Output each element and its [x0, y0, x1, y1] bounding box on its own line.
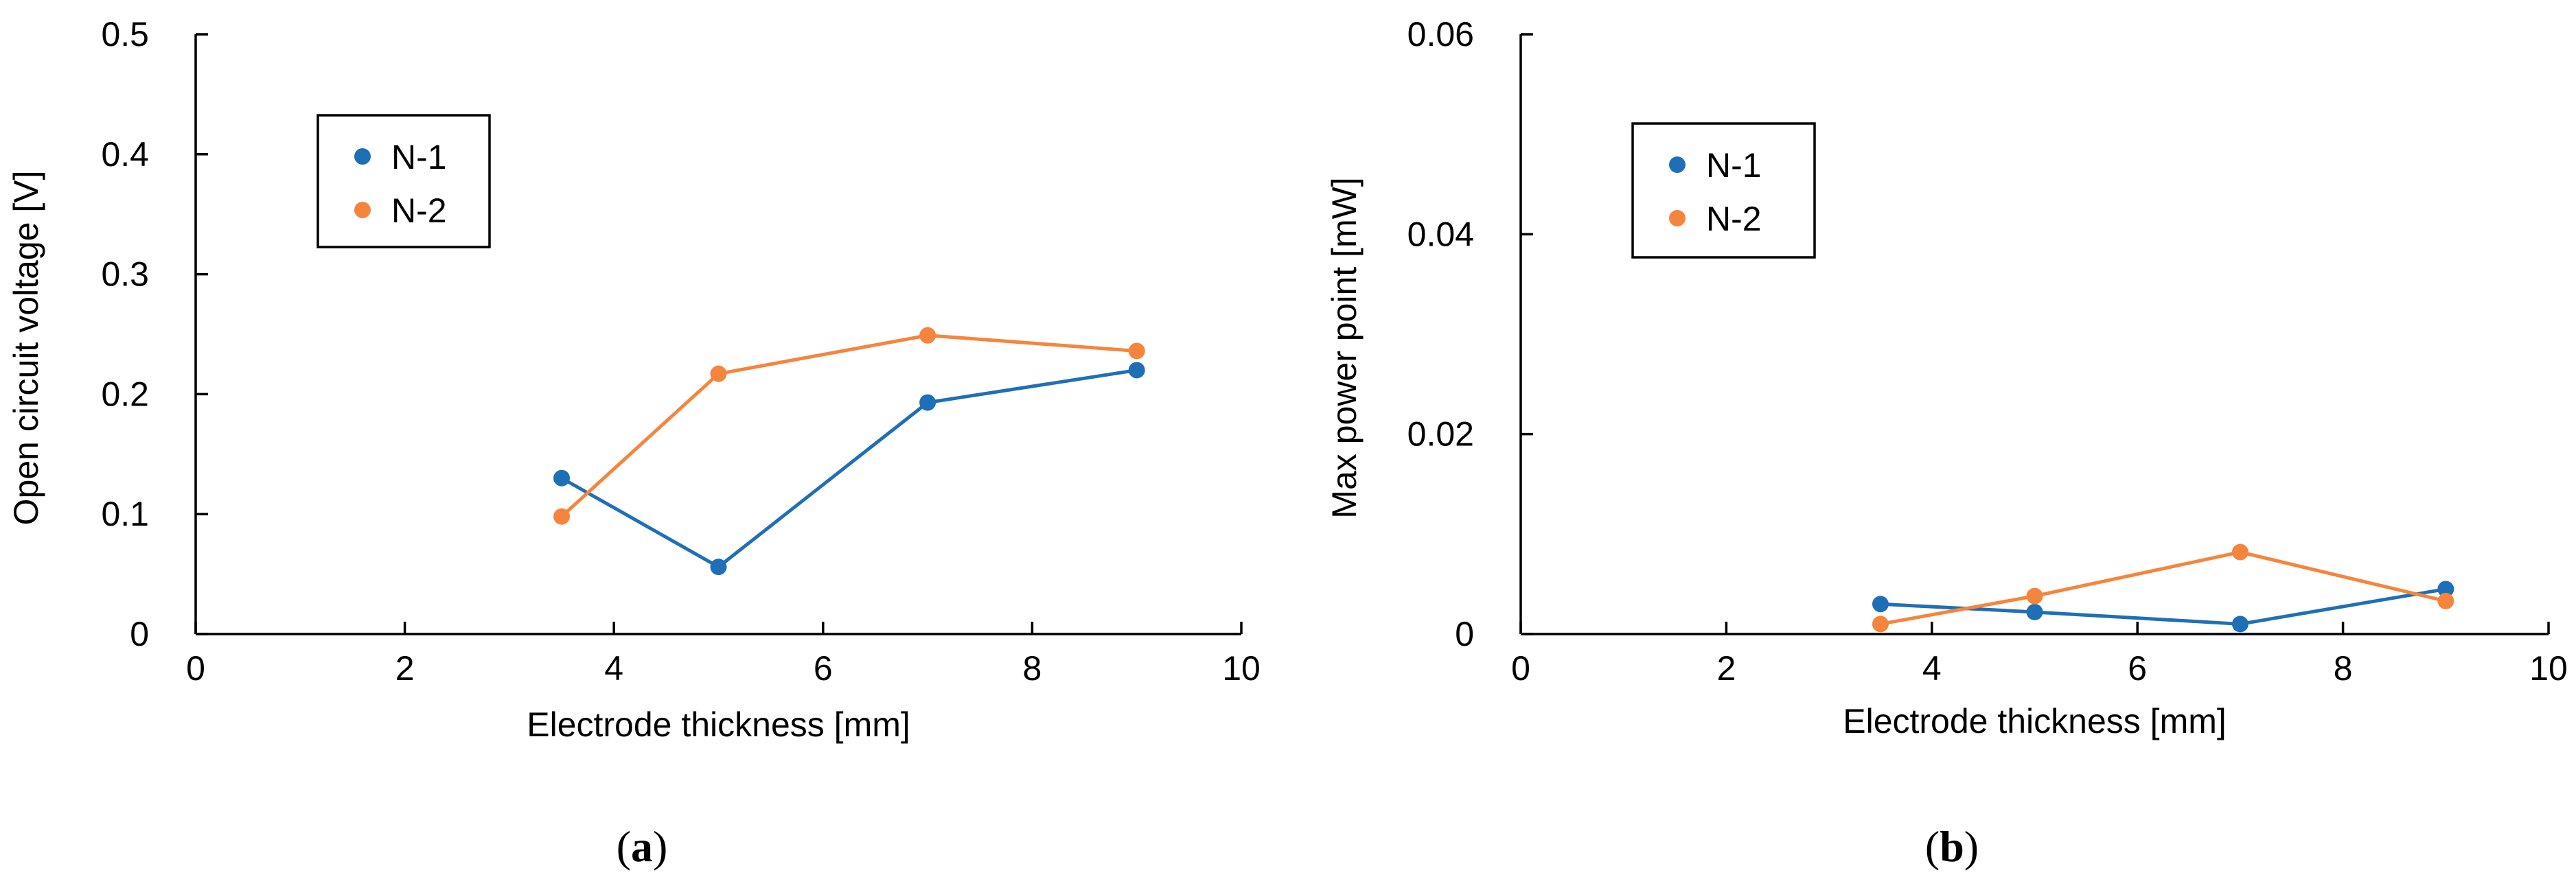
caption-letter: a: [631, 822, 653, 871]
caption-letter: b: [1940, 822, 1964, 871]
panel-b: 0 0.02 0.04 0.06 0 2 4 6 8 10 Electrode thickness …: [1325, 15, 2568, 871]
data-point-n-2: [1128, 342, 1145, 360]
caption-paren-close: ): [1964, 822, 1979, 871]
y-tick-label: 0.1: [101, 495, 149, 533]
x-tick-label: 6: [814, 649, 833, 688]
y-tick-label: 0.2: [101, 375, 149, 413]
data-point-n-2: [2437, 592, 2454, 609]
data-point-n-1: [1128, 362, 1145, 379]
y-tick-label: 0: [1455, 615, 1474, 653]
data-point-n-2: [553, 508, 571, 525]
x-tick-label: 10: [1222, 649, 1261, 688]
data-point-n-1: [710, 559, 727, 576]
data-point-n-2: [919, 327, 936, 344]
x-tick-label: 0: [1511, 649, 1530, 688]
x-tick-label: 2: [395, 649, 415, 688]
panel-caption: (b): [1925, 822, 1979, 871]
caption-paren-close: ): [653, 822, 667, 871]
series-line-n-2: [560, 333, 1137, 518]
data-point-n-1: [553, 469, 571, 487]
y-tick-label: 0.02: [1407, 415, 1474, 454]
x-tick-label: 2: [1716, 649, 1736, 688]
data-point-n-2: [2026, 587, 2043, 605]
y-tick-label: 0.06: [1407, 15, 1474, 54]
legend-box: [1631, 122, 1816, 259]
data-point-n-1: [2026, 603, 2043, 620]
panel-a: 0 0.1 0.2 0.3 0.4 0.5 0 2 4 6 8 10 Electrode thickne…: [7, 15, 1261, 871]
data-point-n-1: [2231, 616, 2249, 633]
y-tick-label: 0.3: [101, 255, 149, 294]
x-tick-label: 4: [1922, 649, 1942, 688]
x-tick-label: 6: [2128, 649, 2147, 688]
y-tick-label: 0.04: [1407, 215, 1474, 253]
y-tick-label: 0: [130, 615, 149, 653]
data-point-n-1: [2437, 581, 2454, 598]
y-tick-label: 0.5: [101, 15, 149, 54]
y-tick-label: 0.4: [101, 135, 149, 174]
legend-box: [317, 114, 491, 248]
y-axis-title: Open circuit voltage [V]: [7, 171, 45, 526]
x-tick-label: 8: [1022, 649, 1042, 688]
panel-caption: (a): [617, 822, 668, 871]
data-point-n-1: [919, 394, 936, 411]
data-point-n-2: [2231, 543, 2249, 561]
legend-marker-n-2: [1669, 210, 1686, 226]
data-point-n-2: [1872, 616, 1889, 633]
legend-label-n-1: N-1: [1706, 146, 1762, 185]
legend-label-n-2: N-2: [391, 191, 447, 230]
x-tick-label: 4: [604, 649, 623, 688]
legend-marker-n-1: [354, 148, 371, 165]
caption-paren-open: (: [1925, 822, 1940, 871]
legend-label-n-2: N-2: [1706, 200, 1762, 238]
x-axis-title: Electrode thickness [mm]: [1843, 702, 2227, 740]
x-tick-label: 10: [2529, 649, 2568, 688]
x-tick-label: 8: [2334, 649, 2353, 688]
series-line-n-2: [1880, 550, 2446, 626]
data-point-n-1: [1872, 596, 1889, 613]
data-point-n-2: [710, 365, 727, 382]
legend-marker-n-2: [354, 202, 371, 218]
x-tick-label: 0: [186, 649, 205, 688]
series-line-n-1: [1880, 587, 2446, 626]
y-axis-title: Max power point [mW]: [1325, 177, 1364, 518]
caption-paren-open: (: [617, 822, 631, 871]
x-axis-title: Electrode thickness [mm]: [527, 705, 910, 744]
series-line-n-1: [560, 368, 1138, 569]
legend-label-n-1: N-1: [391, 138, 447, 176]
legend-marker-n-1: [1669, 156, 1686, 173]
